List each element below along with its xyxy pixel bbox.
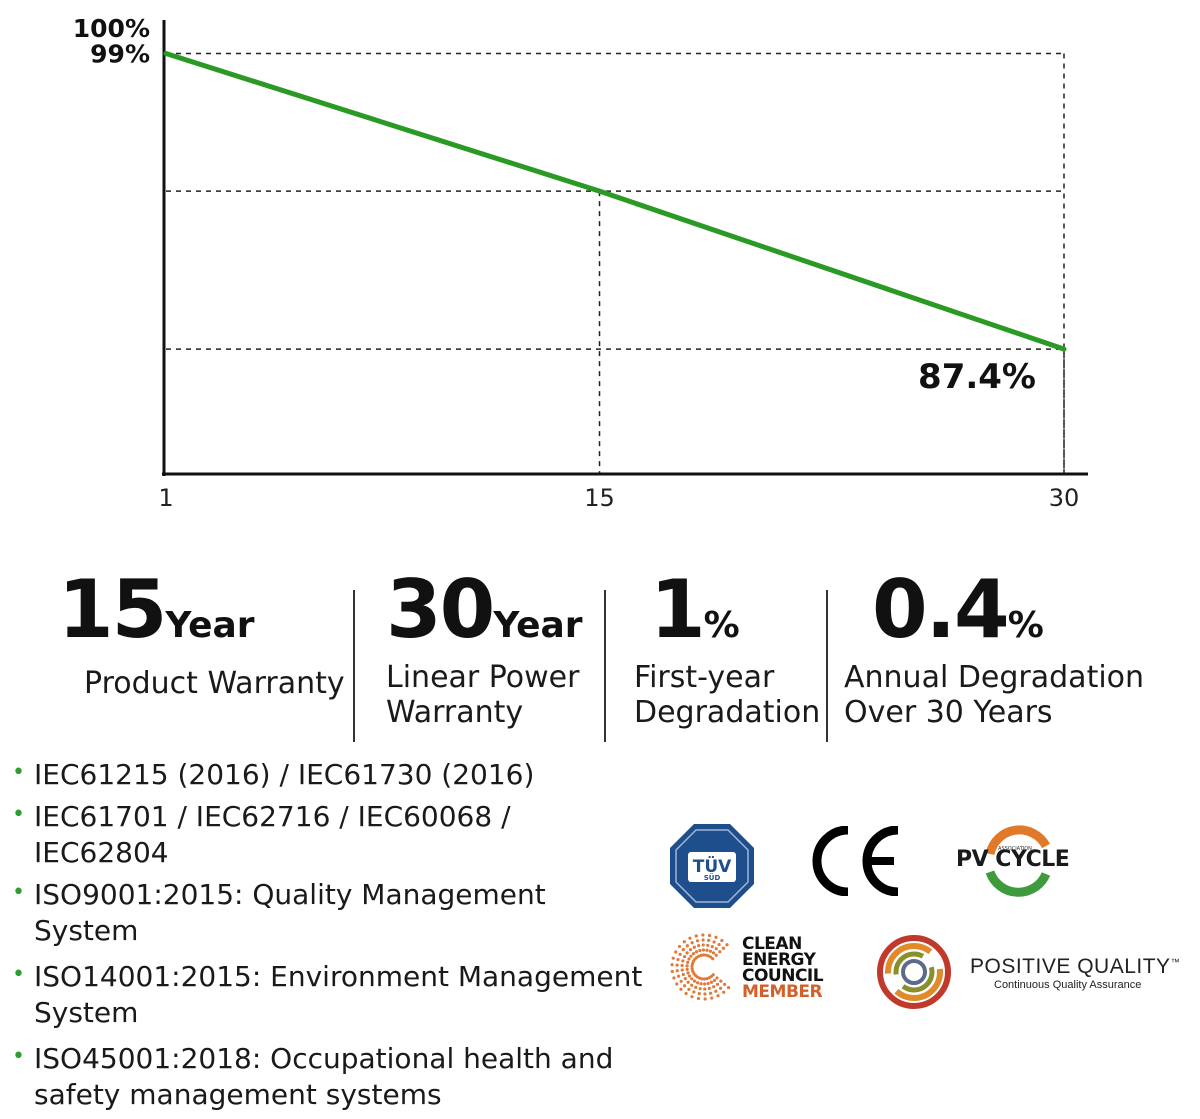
cec-line: COUNCIL xyxy=(742,966,824,986)
stat-value: 1 xyxy=(650,563,706,656)
pq-title: POSITIVE QUALITY xyxy=(970,955,1171,978)
sud-text: SÜD xyxy=(704,873,721,882)
positive-quality-text: POSITIVE QUALITY™ xyxy=(970,955,1180,979)
degradation-line xyxy=(163,50,1067,352)
cert-item: ISO9001:2015: Quality Management System xyxy=(10,875,650,949)
stat-unit: % xyxy=(703,605,740,646)
x-tick-label: 30 xyxy=(1049,484,1080,512)
ce-mark-logo: CE xyxy=(812,826,899,896)
stat-value: 0.4 xyxy=(872,563,1010,656)
cec-line: ENERGY xyxy=(742,950,816,970)
clean-energy-council-icon xyxy=(670,933,731,1001)
stat-divider xyxy=(826,590,828,742)
cert-item: IEC61701 / IEC62716 / IEC60068 / IEC6280… xyxy=(10,797,650,871)
stat-desc: Linear Power xyxy=(386,660,580,695)
stat-desc: Over 30 Years xyxy=(844,695,1053,730)
warranty-stats: 15Year Product Warranty 30Year Linear Po… xyxy=(0,570,1200,750)
x-tick-label: 15 xyxy=(584,484,615,512)
positive-quality-subtitle: Continuous Quality Assurance xyxy=(994,979,1142,991)
chart-guide-lines xyxy=(166,52,1065,474)
certification-list: IEC61215 (2016) / IEC61730 (2016) IEC617… xyxy=(10,755,650,1119)
positive-quality-icon xyxy=(877,935,951,1009)
tuv-sud-logo: TÜV SÜD xyxy=(670,824,754,908)
cec-line: CLEAN xyxy=(742,934,802,954)
tuv-text: TÜV xyxy=(693,855,732,877)
pq-trademark: ™ xyxy=(1170,957,1181,967)
stat-product-warranty: 15Year xyxy=(58,570,255,650)
stat-desc: Annual Degradation xyxy=(844,660,1145,695)
stat-desc: First-year xyxy=(634,660,775,695)
cert-item: IEC61215 (2016) / IEC61730 (2016) xyxy=(10,755,650,793)
stat-unit: Year xyxy=(165,605,255,646)
degradation-chart: 1 15 30 100%99% 87.4% xyxy=(73,14,1088,512)
cert-item: ISO14001:2015: Environment Management Sy… xyxy=(10,957,650,1031)
x-tick-label: 1 xyxy=(158,484,173,512)
stat-value: 30 xyxy=(386,563,495,656)
stat-divider xyxy=(353,590,355,742)
cec-member: MEMBER xyxy=(742,982,823,1002)
y-tick-label: 99% xyxy=(90,39,150,68)
cert-item: ISO45001:2018: Occupational health and s… xyxy=(10,1039,650,1113)
pv-cycle-small: ASSOCIATION xyxy=(998,846,1032,852)
stat-unit: % xyxy=(1007,605,1044,646)
chart-series xyxy=(163,50,1067,352)
stat-annual-degradation: 0.4% xyxy=(872,570,1044,650)
pv-cycle-text: PV CYCLE xyxy=(956,847,1070,872)
stat-desc: Product Warranty xyxy=(84,666,345,701)
y-tick-label: 100% xyxy=(73,14,150,43)
end-value-annotation: 87.4% xyxy=(918,357,1036,397)
pv-cycle-logo: ASSOCIATION xyxy=(985,825,1051,897)
stat-desc: Warranty xyxy=(386,695,524,730)
stat-unit: Year xyxy=(493,605,583,646)
chart-ticks: 1 15 30 100%99% xyxy=(73,14,1080,512)
stat-value: 15 xyxy=(58,563,167,656)
stat-divider xyxy=(604,590,606,742)
clean-energy-council-text: CLEAN ENERGY COUNCIL MEMBER xyxy=(742,934,824,1002)
stat-first-year: 1% xyxy=(650,570,740,650)
stat-linear-warranty: 30Year xyxy=(386,570,583,650)
stat-desc: Degradation xyxy=(634,695,821,730)
